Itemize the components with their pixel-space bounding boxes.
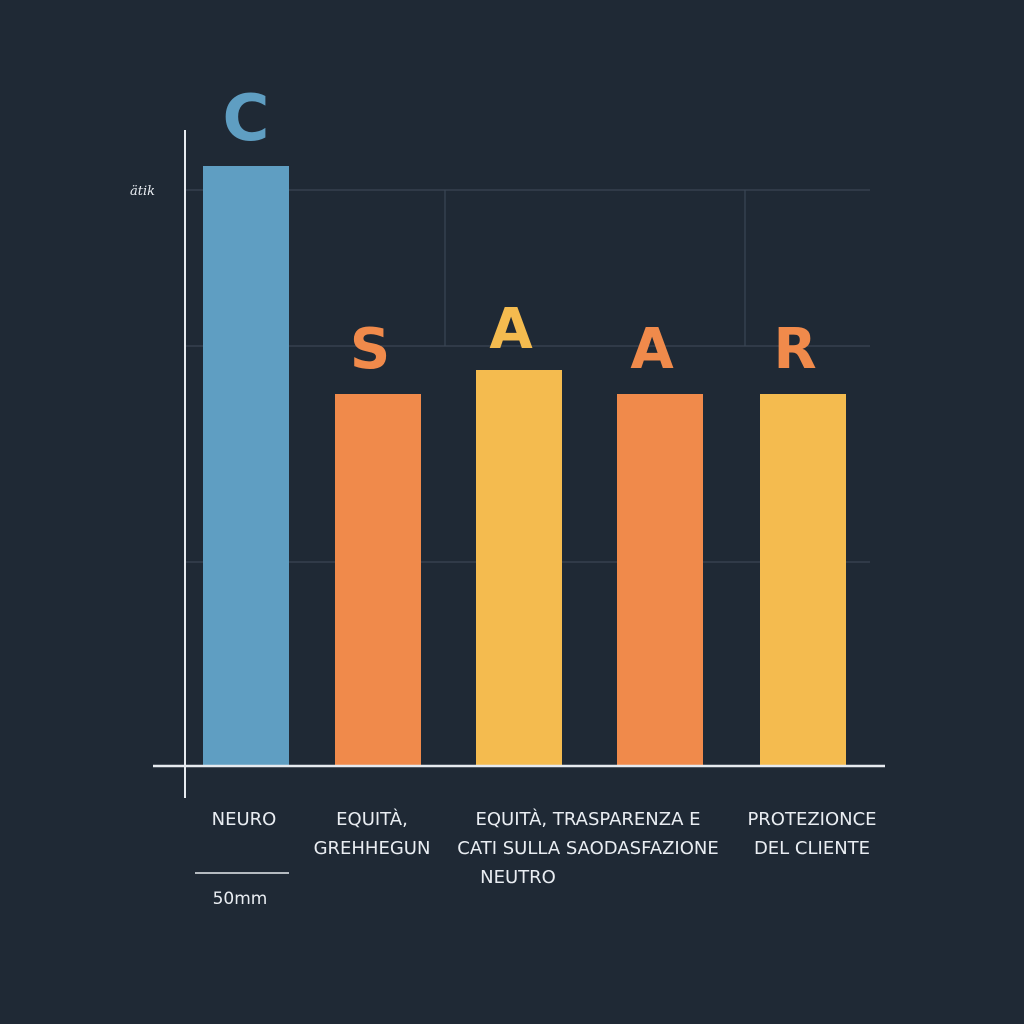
axes-layer: ätik — [130, 130, 885, 798]
category-label: EQUITÀ, — [336, 808, 408, 830]
bar-letter: S — [350, 317, 390, 382]
scale-bar: 50mm — [195, 872, 289, 909]
category-label: NEURO — [212, 809, 277, 830]
category-label: PROTEZIONCE — [747, 809, 876, 830]
bar — [760, 394, 846, 766]
category-label: EQUITÀ, TRASPARENZA E — [476, 808, 701, 830]
category-label: NEUTRO — [480, 867, 556, 888]
bar-letter: A — [630, 317, 674, 382]
category-label: DEL CLIENTE — [754, 838, 870, 859]
bar — [203, 166, 289, 766]
bar — [476, 370, 562, 766]
bar-letter: C — [223, 82, 270, 156]
y-tick-label: ätik — [130, 184, 155, 199]
bar — [617, 394, 703, 766]
bar-letter: A — [489, 297, 533, 362]
category-label: GREHHEGUN — [314, 838, 431, 859]
bars-layer — [203, 166, 846, 766]
category-labels-layer: NEURO EQUITÀ, GREHHEGUN EQUITÀ, TRASPARENZA… — [212, 808, 877, 888]
scale-bar-label: 50mm — [213, 889, 268, 909]
category-label: CATI SULLA SAODASFAZIONE — [457, 838, 718, 859]
bar-letter: R — [773, 317, 816, 382]
bar — [335, 394, 421, 766]
bar-letters-layer: C S A A R — [223, 82, 817, 382]
